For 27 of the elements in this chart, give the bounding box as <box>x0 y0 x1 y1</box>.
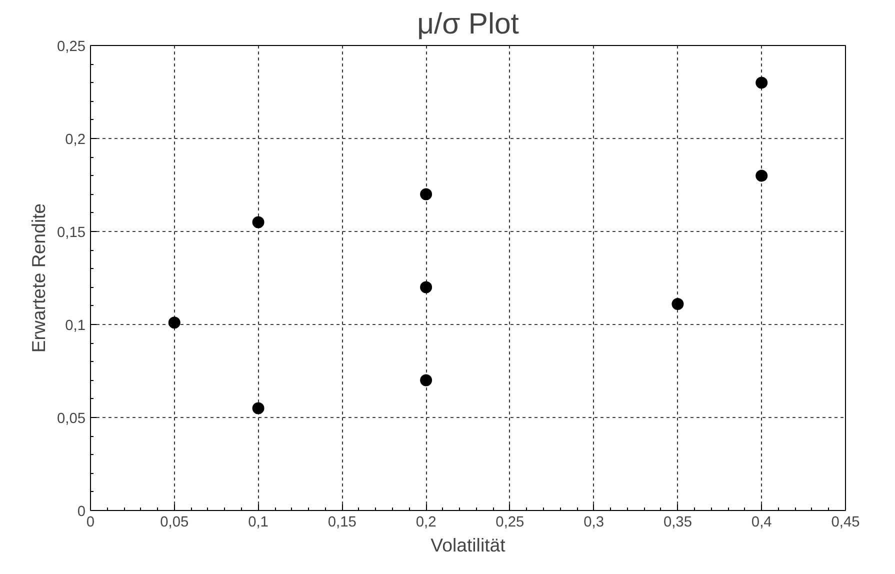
point <box>252 402 264 414</box>
point <box>756 170 768 182</box>
point <box>252 216 264 228</box>
chart-title: μ/σ Plot <box>417 8 519 40</box>
point <box>756 76 768 89</box>
x-axis-title: Volatilität <box>430 534 506 556</box>
y-tick-label: 0,25 <box>56 39 86 55</box>
x-tick-label: 0,15 <box>328 514 356 530</box>
y-tick-label: 0,1 <box>65 318 86 334</box>
point <box>168 316 180 329</box>
x-tick-label: 0,25 <box>496 514 524 530</box>
x-tick-label: 0,05 <box>160 514 189 530</box>
point <box>420 188 432 200</box>
y-axis-title: Erwartete Rendite <box>28 203 49 353</box>
y-tick-label: 0,05 <box>56 411 86 427</box>
x-tick-label: 0,1 <box>248 514 268 530</box>
x-tick-label: 0,45 <box>831 514 860 530</box>
x-tick-label: 0,4 <box>751 514 772 530</box>
y-tick-label: 0,2 <box>65 132 86 148</box>
y-tick-label: 0 <box>77 504 86 520</box>
point <box>420 374 432 386</box>
x-tick-label: 0,3 <box>584 514 604 530</box>
point <box>672 298 684 310</box>
x-tick-label: 0,2 <box>416 514 436 530</box>
point <box>420 281 432 294</box>
x-tick-label: 0,35 <box>663 514 692 530</box>
y-tick-label: 0,15 <box>56 225 86 241</box>
